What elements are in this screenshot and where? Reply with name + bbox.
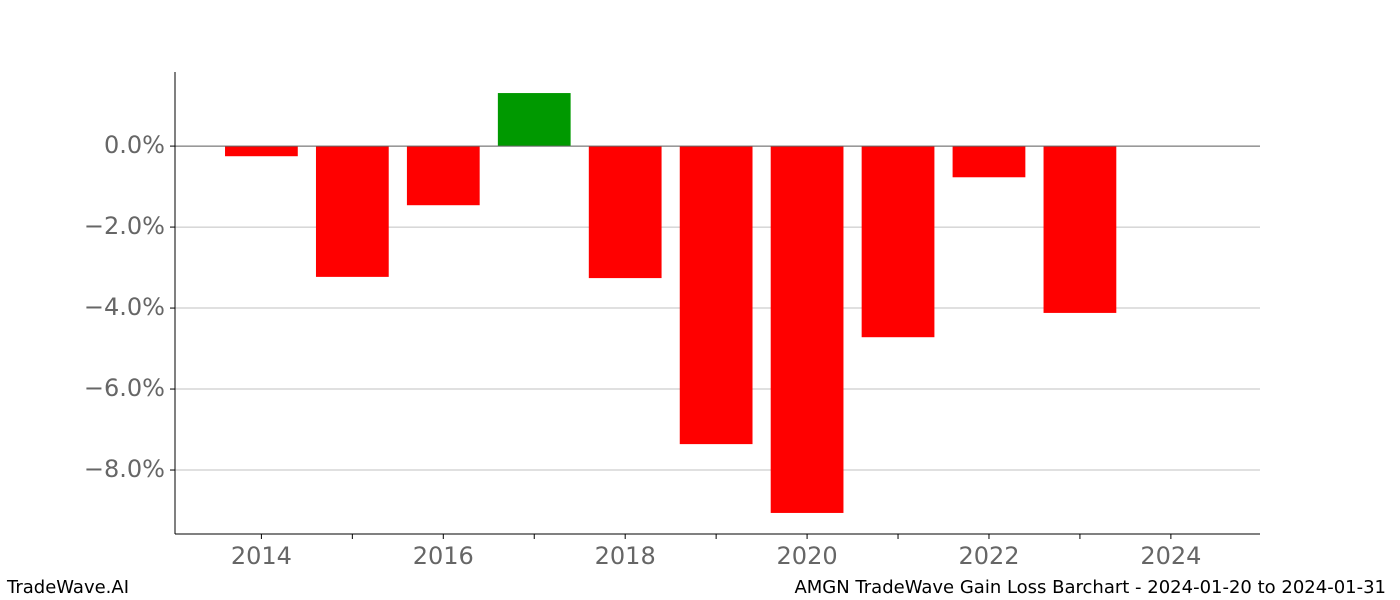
y-tick-label: −2.0%	[84, 212, 165, 240]
bar	[861, 146, 935, 338]
x-tick-label: 2022	[958, 542, 1019, 570]
x-tick-label: 2014	[231, 542, 292, 570]
x-tick-label: 2024	[1140, 542, 1201, 570]
bar	[497, 93, 571, 147]
bar	[406, 146, 480, 206]
brand: TradeWave.AI	[6, 577, 129, 598]
bar	[225, 146, 298, 157]
bar	[1043, 146, 1117, 313]
x-tick-label: 2018	[595, 542, 656, 570]
bar	[952, 146, 1026, 178]
x-tick-label: 2020	[777, 542, 838, 570]
bar	[315, 146, 389, 277]
y-tick-label: −8.0%	[84, 455, 165, 483]
bar	[770, 146, 844, 513]
x-tick-label: 2016	[413, 542, 474, 570]
chart-title: AMGN TradeWave Gain Loss Barchart - 2024…	[794, 577, 1386, 598]
bar	[679, 146, 753, 445]
y-tick-label: −4.0%	[84, 293, 165, 321]
y-tick-label: −6.0%	[84, 374, 165, 402]
y-tick-label: 0.0%	[104, 131, 165, 159]
bar	[588, 146, 662, 279]
